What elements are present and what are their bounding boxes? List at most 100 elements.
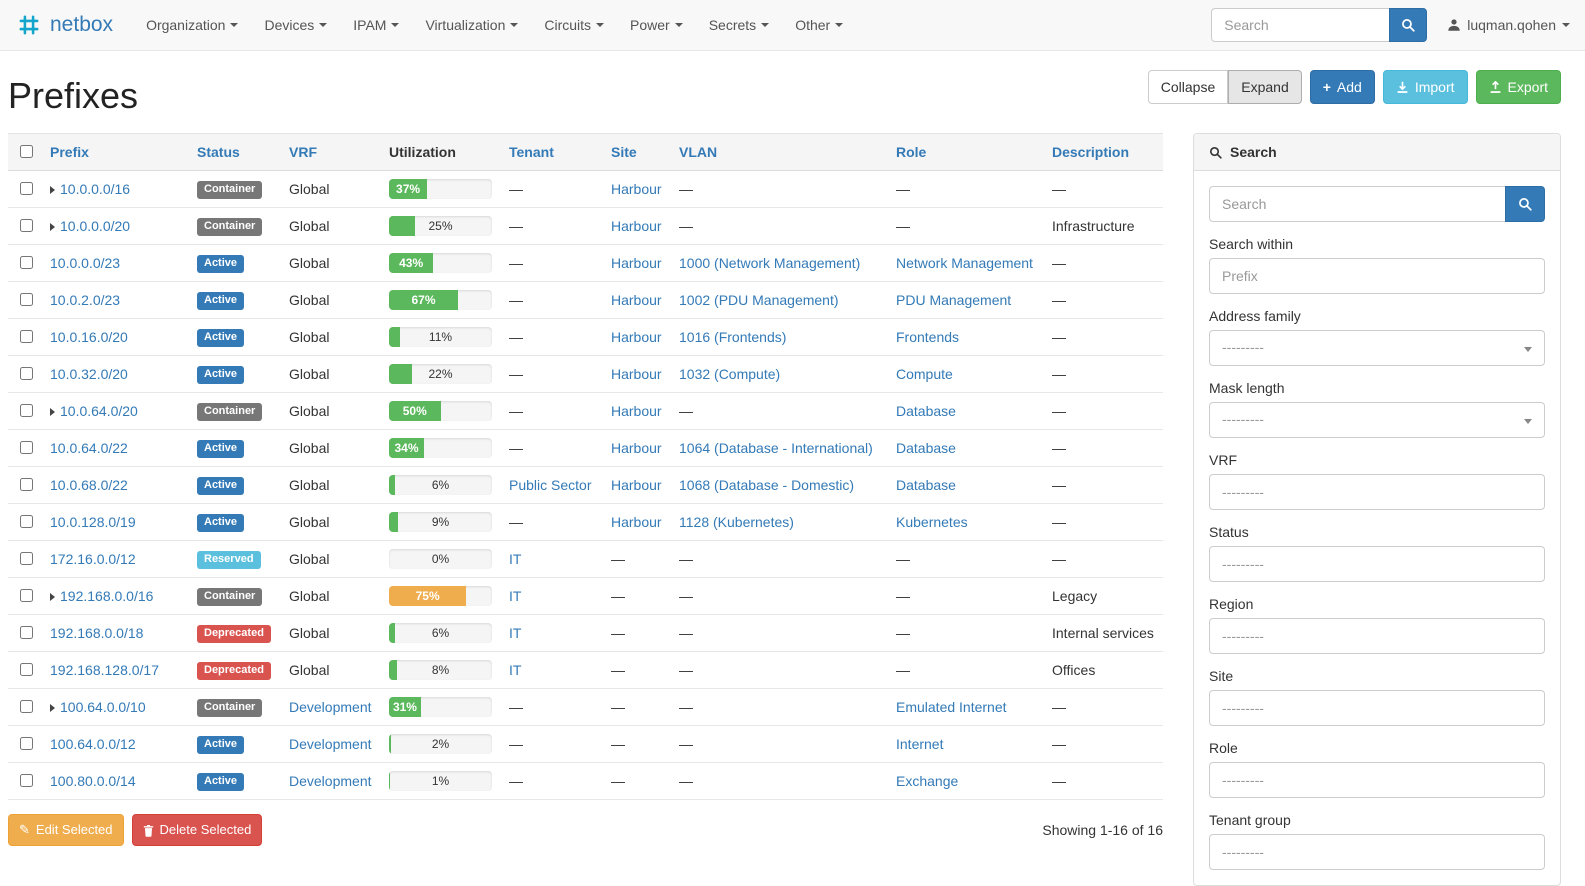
prefix-link[interactable]: 10.0.128.0/19: [50, 514, 136, 530]
prefix-link[interactable]: 10.0.64.0/20: [60, 403, 138, 419]
filter-input-status[interactable]: [1209, 546, 1545, 582]
site-link[interactable]: Harbour: [611, 403, 662, 419]
add-button[interactable]: + Add: [1309, 70, 1375, 104]
role-link[interactable]: Database: [896, 403, 956, 419]
sort-link-role[interactable]: Role: [896, 144, 927, 160]
expand-button[interactable]: Expand: [1228, 70, 1302, 104]
row-checkbox[interactable]: [20, 404, 33, 417]
tenant-link[interactable]: IT: [509, 551, 522, 567]
filter-search-input[interactable]: [1209, 186, 1505, 222]
prefix-link[interactable]: 100.64.0.0/10: [60, 699, 146, 715]
tenant-link[interactable]: IT: [509, 662, 522, 678]
vlan-link[interactable]: 1000 (Network Management): [679, 255, 861, 271]
site-link[interactable]: Harbour: [611, 218, 662, 234]
row-checkbox[interactable]: [20, 774, 33, 787]
role-link[interactable]: Database: [896, 477, 956, 493]
export-button[interactable]: Export: [1475, 70, 1561, 104]
nav-menu-power[interactable]: Power: [617, 1, 696, 49]
filter-select-mask-length[interactable]: ---------: [1209, 402, 1545, 438]
filter-select-address-family[interactable]: ---------: [1209, 330, 1545, 366]
prefix-link[interactable]: 10.0.2.0/23: [50, 292, 121, 308]
row-checkbox[interactable]: [20, 256, 33, 269]
vlan-link[interactable]: 1064 (Database - International): [679, 440, 873, 456]
prefix-link[interactable]: 192.168.128.0/17: [50, 662, 159, 678]
vlan-link[interactable]: 1016 (Frontends): [679, 329, 787, 345]
site-link[interactable]: Harbour: [611, 292, 662, 308]
prefix-link[interactable]: 172.16.0.0/12: [50, 551, 136, 567]
site-link[interactable]: Harbour: [611, 477, 662, 493]
delete-selected-button[interactable]: Delete Selected: [131, 814, 263, 846]
sort-link-description[interactable]: Description: [1052, 144, 1130, 160]
row-checkbox[interactable]: [20, 663, 33, 676]
prefix-link[interactable]: 10.0.64.0/22: [50, 440, 128, 456]
role-link[interactable]: Emulated Internet: [896, 699, 1007, 715]
role-link[interactable]: Network Management: [896, 255, 1033, 271]
vrf-link[interactable]: Development: [289, 773, 372, 789]
role-link[interactable]: Frontends: [896, 329, 960, 345]
nav-menu-circuits[interactable]: Circuits: [531, 1, 617, 49]
nav-menu-organization[interactable]: Organization: [133, 1, 251, 49]
prefix-link[interactable]: 192.168.0.0/18: [50, 625, 144, 641]
site-link[interactable]: Harbour: [611, 329, 662, 345]
row-checkbox[interactable]: [20, 626, 33, 639]
navbar-search-button[interactable]: [1389, 8, 1428, 42]
tenant-link[interactable]: Public Sector: [509, 477, 592, 493]
prefix-link[interactable]: 100.64.0.0/12: [50, 736, 136, 752]
vlan-link[interactable]: 1032 (Compute): [679, 366, 781, 382]
nav-menu-secrets[interactable]: Secrets: [696, 1, 782, 49]
site-link[interactable]: Harbour: [611, 440, 662, 456]
sort-link-tenant[interactable]: Tenant: [509, 144, 554, 160]
expand-caret-icon[interactable]: [50, 593, 55, 601]
row-checkbox[interactable]: [20, 589, 33, 602]
filter-input-tenant-group[interactable]: [1209, 834, 1545, 870]
expand-caret-icon[interactable]: [50, 408, 55, 416]
prefix-link[interactable]: 100.80.0.0/14: [50, 773, 136, 789]
filter-input-vrf[interactable]: [1209, 474, 1545, 510]
prefix-link[interactable]: 10.0.16.0/20: [50, 329, 128, 345]
row-checkbox[interactable]: [20, 182, 33, 195]
vrf-link[interactable]: Development: [289, 736, 372, 752]
role-link[interactable]: Database: [896, 440, 956, 456]
prefix-link[interactable]: 192.168.0.0/16: [60, 588, 154, 604]
sort-link-site[interactable]: Site: [611, 144, 637, 160]
nav-menu-virtualization[interactable]: Virtualization: [412, 1, 531, 49]
filter-input-site[interactable]: [1209, 690, 1545, 726]
prefix-link[interactable]: 10.0.32.0/20: [50, 366, 128, 382]
prefix-link[interactable]: 10.0.0.0/16: [60, 181, 131, 197]
select-all-checkbox[interactable]: [20, 145, 33, 158]
nav-menu-other[interactable]: Other: [782, 1, 856, 49]
collapse-button[interactable]: Collapse: [1147, 70, 1229, 104]
role-link[interactable]: Exchange: [896, 773, 959, 789]
row-checkbox[interactable]: [20, 367, 33, 380]
prefix-link[interactable]: 10.0.0.0/20: [60, 218, 131, 234]
row-checkbox[interactable]: [20, 700, 33, 713]
edit-selected-button[interactable]: ✎ Edit Selected: [8, 814, 124, 846]
sort-link-status[interactable]: Status: [197, 144, 240, 160]
row-checkbox[interactable]: [20, 737, 33, 750]
role-link[interactable]: PDU Management: [896, 292, 1012, 308]
filter-search-button[interactable]: [1505, 186, 1545, 222]
role-link[interactable]: Compute: [896, 366, 953, 382]
prefix-link[interactable]: 10.0.68.0/22: [50, 477, 128, 493]
vrf-link[interactable]: Development: [289, 699, 372, 715]
user-menu[interactable]: luqman.qohen: [1447, 17, 1570, 33]
vlan-link[interactable]: 1002 (PDU Management): [679, 292, 839, 308]
navbar-search-input[interactable]: [1211, 8, 1390, 42]
role-link[interactable]: Kubernetes: [896, 514, 968, 530]
expand-caret-icon[interactable]: [50, 186, 55, 194]
row-checkbox[interactable]: [20, 478, 33, 491]
sort-link-prefix[interactable]: Prefix: [50, 144, 89, 160]
sort-link-vrf[interactable]: VRF: [289, 144, 317, 160]
row-checkbox[interactable]: [20, 441, 33, 454]
row-checkbox[interactable]: [20, 515, 33, 528]
nav-menu-devices[interactable]: Devices: [251, 1, 340, 49]
sort-link-vlan[interactable]: VLAN: [679, 144, 718, 160]
filter-input-search-within[interactable]: [1209, 258, 1545, 294]
vlan-link[interactable]: 1128 (Kubernetes): [679, 514, 794, 530]
import-button[interactable]: Import: [1382, 70, 1468, 104]
vlan-link[interactable]: 1068 (Database - Domestic): [679, 477, 855, 493]
site-link[interactable]: Harbour: [611, 181, 662, 197]
site-link[interactable]: Harbour: [611, 514, 662, 530]
nav-menu-ipam[interactable]: IPAM: [340, 1, 412, 49]
site-link[interactable]: Harbour: [611, 255, 662, 271]
